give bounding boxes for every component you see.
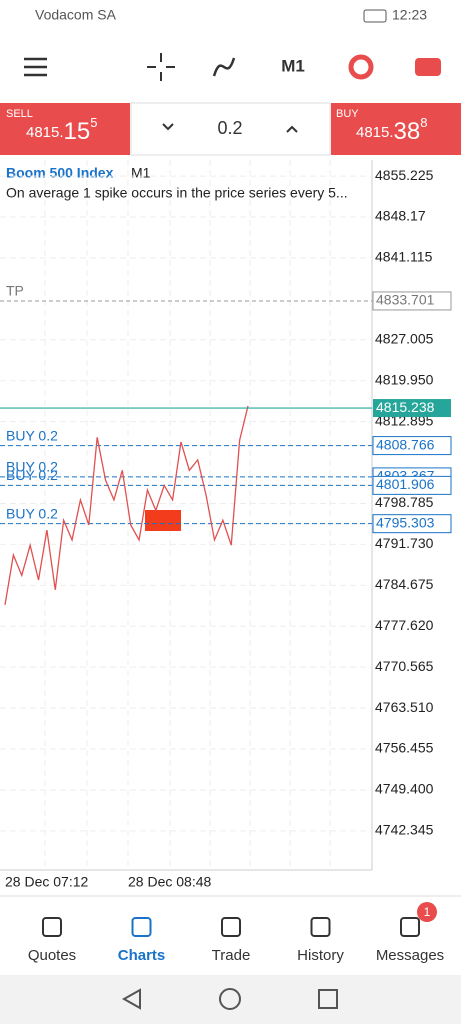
order-price: 4801.906 [376,476,435,492]
nav-icon[interactable] [221,917,241,937]
system-nav [0,975,461,1024]
volume[interactable]: 0.2 [217,118,242,138]
nav-label[interactable]: History [297,947,344,964]
nav-icon[interactable] [400,917,420,937]
carrier: Vodacom SA [35,7,117,23]
order-price: 4808.766 [376,436,435,452]
y-tick-label: 4742.345 [375,822,434,838]
order-label: BUY 0.2 [6,459,58,475]
order-price: 4795.303 [376,514,435,530]
order-price-box [372,436,452,456]
x-tick-label: 28 Dec 07:12 [5,874,88,890]
nav-icon[interactable] [310,917,331,937]
symbol: Boom 500 Index [6,165,114,181]
price-line [4,405,249,606]
symbol-description: On average 1 spike occurs in the price s… [6,185,348,201]
order-price-box [372,514,452,534]
nav-icon[interactable] [42,917,62,937]
sell-label: SELL [6,108,33,120]
volume-box [130,102,331,156]
sell-button[interactable] [0,103,130,155]
current-price: 4815.238 [376,399,435,415]
tp-price: 4833.701 [376,292,435,308]
home-button[interactable] [219,988,241,1010]
nav-label[interactable]: Charts [118,947,166,964]
y-tick-label: 4749.400 [375,781,434,797]
back-button[interactable] [121,988,141,1010]
one-click-icon[interactable] [348,54,374,80]
order-label: BUY 0.2 [6,427,58,443]
indicator-icon[interactable] [212,57,236,77]
y-tick-label: 4777.620 [375,617,434,633]
clock: 12:23 [392,7,427,23]
volume-down[interactable] [162,123,174,131]
menu-icon[interactable] [24,57,47,77]
y-tick-label: 4819.950 [375,371,434,387]
buy-label: BUY [336,108,359,120]
badge [417,902,437,922]
badge-count: 1 [424,905,431,919]
battery [363,9,387,23]
sell-price: 4815.155 [26,115,97,145]
y-tick-label: 4791.730 [375,535,434,551]
order-label: BUY 0.2 [6,505,58,521]
trade-icon[interactable] [415,58,441,76]
crosshair-icon[interactable] [147,53,175,81]
tp-price-box [372,291,452,311]
y-tick-label: 4827.005 [375,330,434,346]
order-label: BUY 0.2 [6,467,58,483]
nav-icon[interactable] [131,917,152,937]
nav-label[interactable]: Quotes [28,947,76,964]
status-bar [0,0,461,32]
buy-button[interactable] [331,103,461,155]
nav-label[interactable]: Messages [376,947,444,964]
y-tick-label: 4848.17 [375,208,426,224]
order-price-box [372,475,452,495]
x-tick-label: 28 Dec 08:48 [128,874,211,890]
volume-up[interactable] [286,125,298,133]
chart-timeframe: M1 [131,165,151,181]
y-tick-label: 4756.455 [375,740,434,756]
y-tick-label: 4784.675 [375,576,434,592]
recents-button[interactable] [318,989,338,1009]
y-tick-label: 4798.785 [375,494,434,510]
nav-label[interactable]: Trade [212,947,251,964]
y-tick-label: 4763.510 [375,699,434,715]
vertical-grid [44,160,331,870]
y-tick-label: 4855.225 [375,167,434,183]
timeframe-button[interactable]: M1 [281,56,305,75]
y-tick-label: 4770.565 [375,658,434,674]
buy-price: 4815.388 [356,115,427,145]
tp-label: TP [6,283,24,299]
marker-box [145,510,181,531]
y-tick-label: 4841.115 [375,249,433,265]
current-price-box [373,399,451,418]
